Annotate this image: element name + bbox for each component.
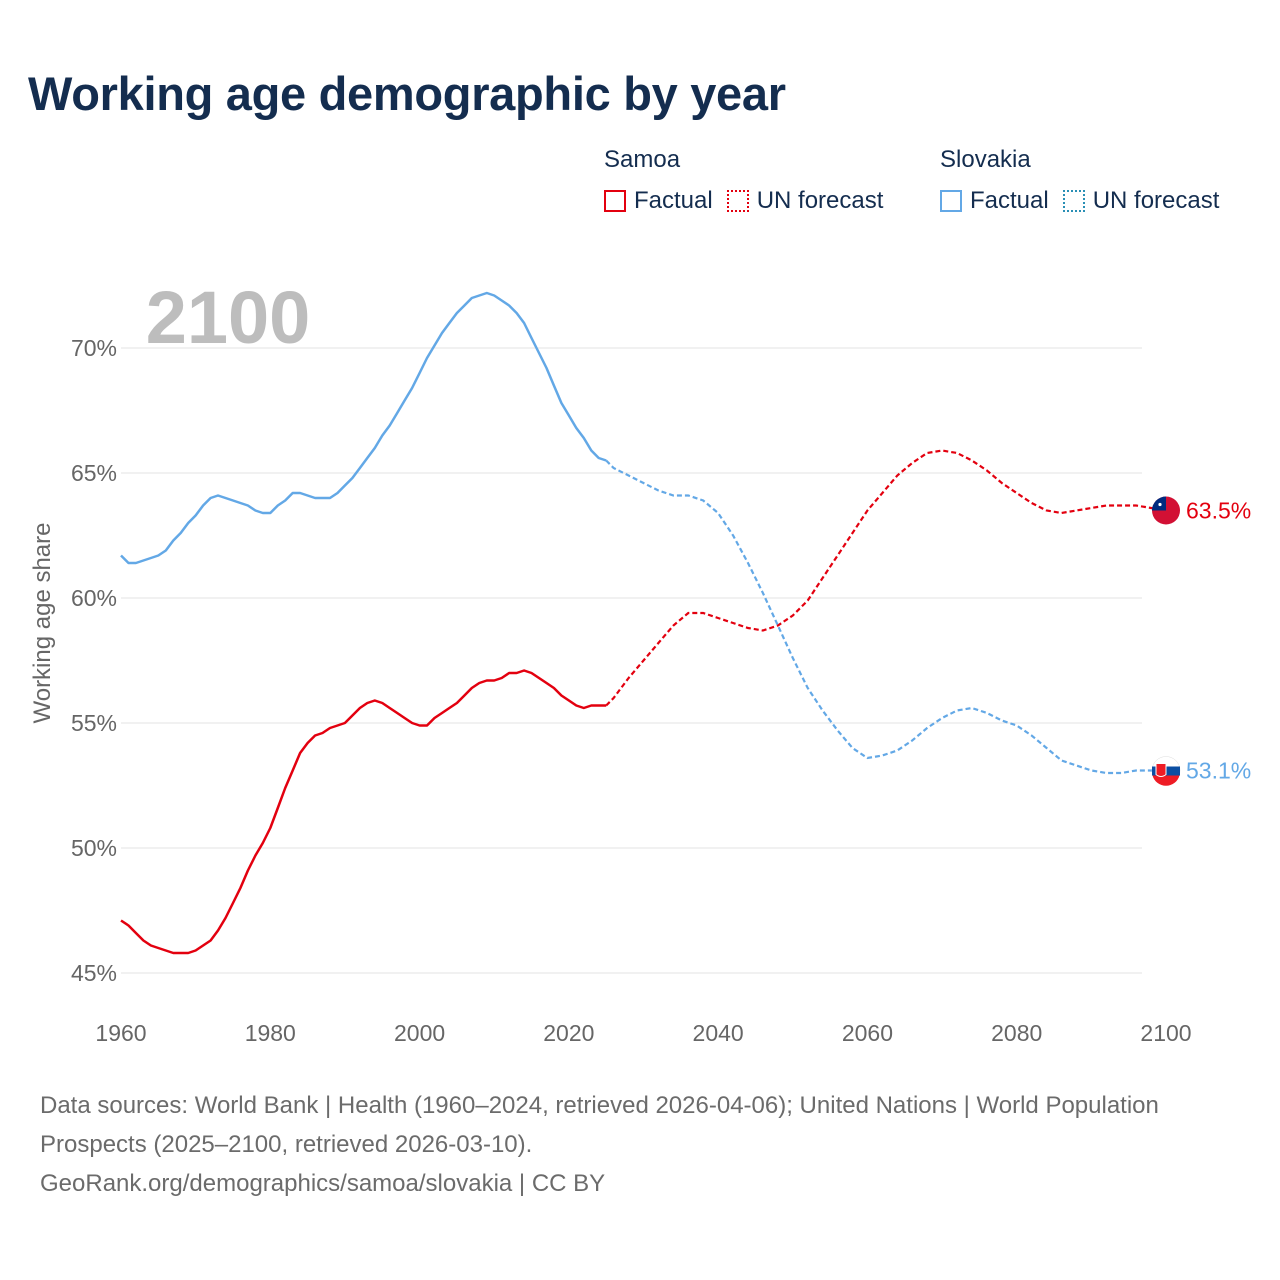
- legend-group-name: Samoa: [604, 146, 681, 173]
- legend-item-samoa-forecast[interactable]: UN forecast: [726, 187, 884, 215]
- flag-star: [1158, 502, 1162, 507]
- legend-swatch: [1062, 190, 1085, 212]
- x-tick-label: 1960: [95, 1020, 146, 1046]
- x-axis-ticks: 1960 1980 2000 2020 2040 2060 2080 2100: [95, 1020, 1191, 1046]
- legend-group-slovakia: Slovakia Factual UN forecast: [940, 146, 1219, 216]
- end-value-label-samoa: 63.5%: [1186, 498, 1251, 524]
- flag-shield: [1155, 763, 1167, 777]
- x-tick-label: 2020: [543, 1020, 594, 1046]
- legend-swatch: [940, 190, 962, 212]
- legend-group-samoa: Samoa Factual UN forecast: [604, 146, 897, 216]
- y-axis-ticks: 45% 50% 55% 60% 65% 70%: [71, 335, 117, 986]
- series-line-samoa-forecast[interactable]: [605, 449, 1167, 707]
- legend-swatch: [604, 190, 626, 212]
- y-tick-label: 70%: [71, 335, 117, 361]
- legend-group-name: Slovakia: [940, 146, 1031, 173]
- data-sources: Data sources: World Bank | Health (1960–…: [40, 1092, 1159, 1158]
- legend-item-slovakia-forecast[interactable]: UN forecast: [1062, 187, 1220, 215]
- end-markers: 63.5% 53.1%: [1151, 496, 1251, 786]
- x-tick-label: 2060: [842, 1020, 893, 1046]
- y-tick-label: 50%: [71, 835, 117, 861]
- legend-item-slovakia-factual[interactable]: Factual: [940, 187, 1049, 215]
- gridlines: [121, 347, 1142, 974]
- legend-label: UN forecast: [756, 187, 884, 214]
- legend-item-samoa-factual[interactable]: Factual: [604, 187, 713, 215]
- flag-marker-slovakia: [1151, 756, 1181, 786]
- source-link[interactable]: GeoRank.org/demographics/samoa/slovakia …: [40, 1170, 606, 1197]
- end-value-label-slovakia: 53.1%: [1186, 758, 1251, 784]
- x-tick-label: 2000: [394, 1020, 445, 1046]
- series-lines: [120, 291, 1167, 955]
- x-tick-label: 2100: [1140, 1020, 1191, 1046]
- x-tick-label: 1980: [245, 1020, 296, 1046]
- flag-marker-samoa: [1152, 496, 1180, 525]
- year-watermark: 2100: [146, 276, 311, 359]
- y-tick-label: 55%: [71, 710, 117, 736]
- chart-title: Working age demographic by year: [28, 67, 786, 120]
- legend-swatch: [726, 190, 749, 212]
- footer: Data sources: World Bank | Health (1960–…: [40, 1086, 1180, 1203]
- series-line-slovakia-forecast[interactable]: [605, 459, 1166, 775]
- flag-band-red: [1152, 775, 1180, 786]
- y-axis-label: Working age share: [29, 523, 56, 724]
- legend-label: Factual: [634, 187, 713, 214]
- x-tick-label: 2040: [693, 1020, 744, 1046]
- series-line-slovakia-factual[interactable]: [120, 291, 607, 565]
- y-tick-label: 65%: [71, 460, 117, 486]
- legend-label: UN forecast: [1092, 187, 1220, 214]
- series-line-samoa-factual[interactable]: [120, 669, 607, 955]
- y-tick-label: 45%: [71, 960, 117, 986]
- y-tick-label: 60%: [71, 585, 117, 611]
- line-chart: 2100 45% 50% 55% 60% 65% 70% 1960 1980 2000 2020…: [29, 276, 1251, 1046]
- x-tick-label: 2080: [991, 1020, 1042, 1046]
- legend-label: Factual: [970, 187, 1049, 214]
